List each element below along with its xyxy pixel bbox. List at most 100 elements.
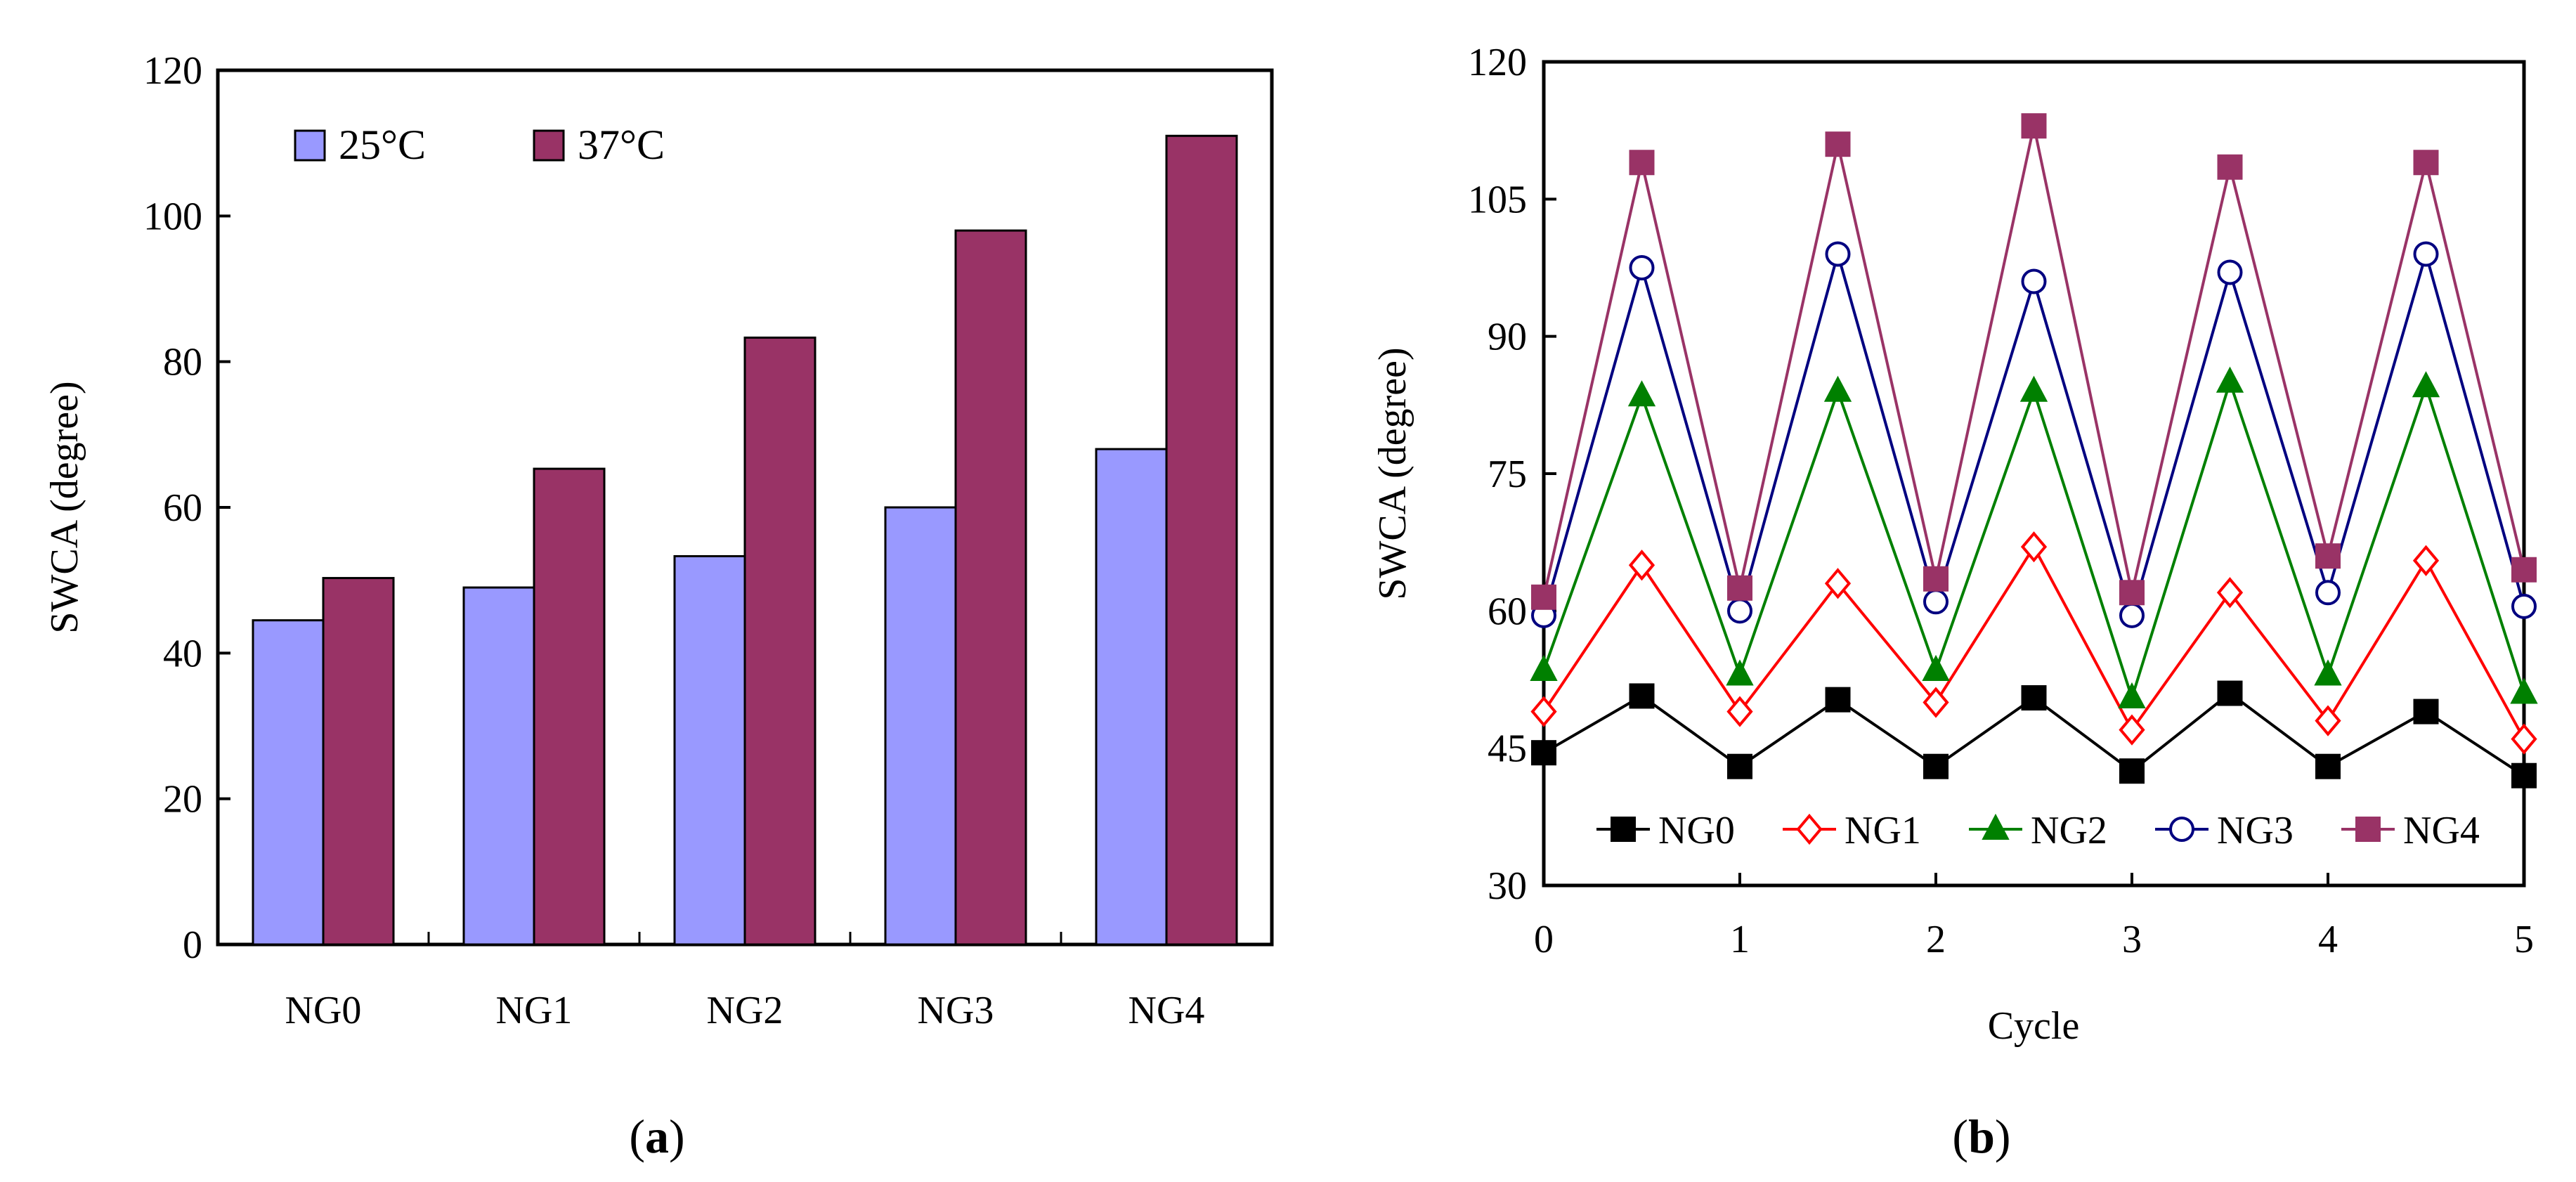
chart-a-ytick-label: 80 <box>163 341 202 384</box>
point-ng2-2 <box>1726 659 1754 686</box>
point-ng4-8 <box>2315 543 2341 569</box>
chart-a-xtick-label: NG1 <box>496 989 573 1032</box>
point-ng4-4 <box>1923 566 1949 592</box>
point-ng2-10 <box>2510 677 2538 704</box>
chart-b-panel-letter: b <box>1968 1110 1995 1163</box>
chart-b-legend: NG0 NG1 NG2 NG3 NG4 <box>1596 809 2480 852</box>
point-ng0-7 <box>2217 680 2243 706</box>
point-ng4-0 <box>1531 584 1556 610</box>
point-ng2-8 <box>2314 659 2342 686</box>
point-ng0-10 <box>2511 762 2537 788</box>
chart-b-ytick-label: 120 <box>1468 41 1527 84</box>
chart-a-xtick-label: NG4 <box>1128 989 1205 1032</box>
point-ng4-3 <box>1825 131 1851 157</box>
point-ng4-7 <box>2217 154 2243 180</box>
point-ng1-2 <box>1726 696 1753 727</box>
chart-a-panel-label: (a) <box>629 1110 684 1163</box>
chart-b-xtick-label: 4 <box>2318 918 2338 961</box>
point-ng0-2 <box>1727 753 1752 779</box>
point-ng2-0 <box>1530 654 1558 681</box>
chart-a-ylabel: SWCA (degree) <box>43 381 86 633</box>
bar-37-c-ng4 <box>1165 134 1238 946</box>
chart-b-panel-open-paren: ( <box>1952 1110 1968 1163</box>
legend-swatch-37-c <box>533 129 565 162</box>
point-ng2-9 <box>2412 371 2440 398</box>
point-ng0-0 <box>1531 740 1556 766</box>
chart-a-xtick-label: NG0 <box>285 989 362 1032</box>
point-ng4-1 <box>1629 150 1655 176</box>
point-ng1-6 <box>2119 714 2145 746</box>
bar-25-c-ng3 <box>884 506 957 946</box>
point-ng0-8 <box>2315 753 2341 779</box>
legend-label-37-c: 37°C <box>578 122 665 168</box>
legend-marker-ng0 <box>1611 817 1636 842</box>
chart-a-xtick-label: NG2 <box>707 989 783 1032</box>
point-ng2-7 <box>2216 366 2244 393</box>
point-ng3-8 <box>2315 580 2341 606</box>
chart-a-bars <box>252 134 1238 946</box>
point-ng3-9 <box>2413 241 2439 267</box>
bar-25-c-ng2 <box>673 554 746 946</box>
point-ng4-5 <box>2021 113 2047 139</box>
chart-a-panel-letter: a <box>645 1110 669 1163</box>
chart-b-xtick-label: 5 <box>2514 918 2534 961</box>
point-ng3-10 <box>2511 593 2537 619</box>
legend-label-ng3: NG3 <box>2217 809 2294 852</box>
chart-b-plot-frame <box>1542 60 2526 888</box>
chart-b-ytick-label: 105 <box>1468 178 1527 221</box>
legend-marker-ng3 <box>2169 817 2194 842</box>
point-ng0-6 <box>2119 758 2145 784</box>
bar-37-c-ng3 <box>954 229 1027 946</box>
point-ng0-4 <box>1923 753 1949 779</box>
point-ng0-3 <box>1825 687 1851 713</box>
chart-b-ytick-label: 75 <box>1488 453 1527 496</box>
point-ng1-4 <box>1923 687 1949 718</box>
point-ng1-3 <box>1824 568 1852 599</box>
legend-marker-ng1 <box>1796 813 1823 845</box>
chart-b-xtick-label: 0 <box>1534 918 1554 961</box>
point-ng1-10 <box>2511 723 2537 755</box>
point-ng3-1 <box>1629 255 1655 280</box>
legend-swatch-25-c <box>294 129 326 162</box>
chart-a-axis-ticks: 0 20 40 60 80 100 120 NG0 NG1 NG2 NG3 NG4 <box>143 49 1204 1032</box>
chart-b-xtick-label: 1 <box>1730 918 1750 961</box>
chart-b-ylabel: SWCA (degree) <box>1371 347 1414 599</box>
point-ng2-5 <box>2019 375 2048 402</box>
chart-a-panel-close-paren: ) <box>669 1110 685 1163</box>
legend-label-25-c: 25°C <box>339 122 426 168</box>
chart-a-ytick-label: 40 <box>163 632 202 675</box>
chart-b-ytick-label: 90 <box>1488 316 1527 359</box>
bar-25-c-ng1 <box>462 586 535 946</box>
point-ng0-9 <box>2413 699 2439 725</box>
chart-a-ytick-label: 60 <box>163 486 202 530</box>
legend-label-ng0: NG0 <box>1658 809 1735 852</box>
legend-label-ng2: NG2 <box>2031 809 2107 852</box>
chart-b-ytick-label: 60 <box>1488 590 1527 633</box>
chart-b-series <box>1530 113 2538 788</box>
bar-25-c-ng0 <box>252 619 325 946</box>
legend-marker-ng2 <box>1982 813 2010 840</box>
chart-b-panel-close-paren: ) <box>1995 1110 2011 1163</box>
bar-37-c-ng2 <box>743 336 817 946</box>
point-ng1-8 <box>2315 705 2341 736</box>
point-ng4-6 <box>2119 580 2145 606</box>
point-ng1-0 <box>1530 696 1557 727</box>
chart-a-ytick-label: 0 <box>183 923 202 967</box>
point-ng4-9 <box>2413 150 2439 176</box>
point-ng2-4 <box>1922 654 1950 681</box>
point-ng3-5 <box>2021 268 2047 294</box>
chart-b-panel-label: (b) <box>1952 1110 2010 1163</box>
bar-25-c-ng4 <box>1095 448 1168 946</box>
point-ng1-1 <box>1628 550 1655 581</box>
chart-b-xlabel: Cycle <box>1988 1004 2080 1048</box>
point-ng3-6 <box>2119 602 2145 628</box>
chart-a-ytick-label: 20 <box>163 778 202 821</box>
point-ng4-10 <box>2511 557 2537 583</box>
chart-a-legend: 25°C 37°C <box>294 122 665 168</box>
chart-a: SWCA (degree) 0 20 40 60 80 100 120 NG0 NG1 NG2 NG… <box>43 49 1274 1163</box>
point-ng1-7 <box>2216 577 2244 609</box>
point-ng3-2 <box>1727 598 1752 624</box>
point-ng2-3 <box>1823 375 1852 402</box>
